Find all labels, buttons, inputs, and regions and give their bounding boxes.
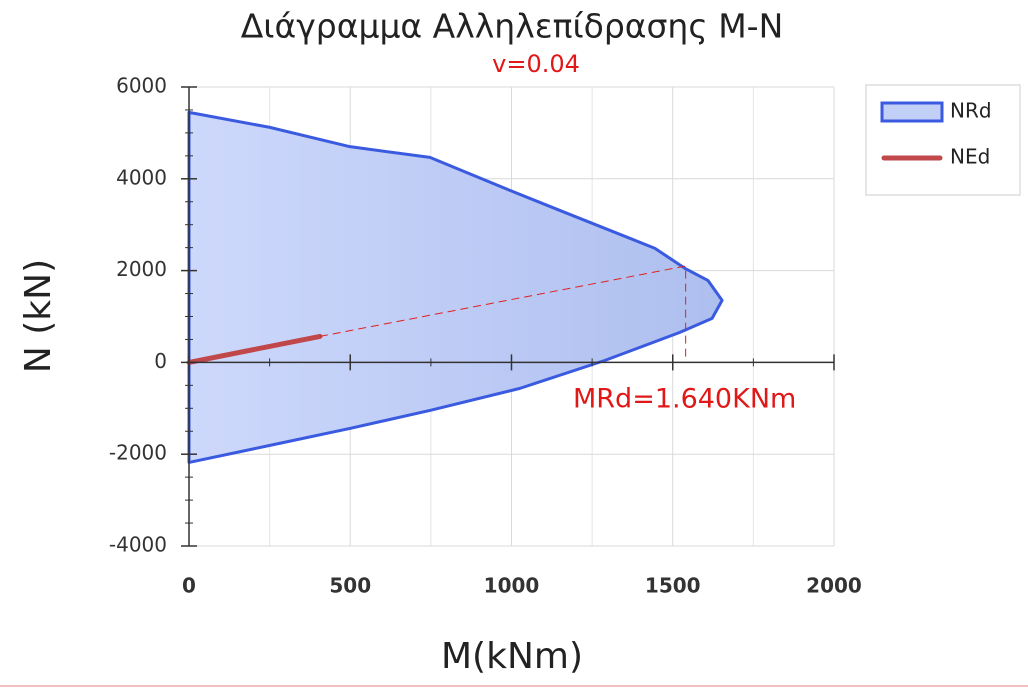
y-tick-label: 6000: [116, 74, 167, 98]
x-tick-label: 2000: [806, 574, 862, 598]
y-tick-label: -4000: [109, 533, 167, 557]
legend-swatch: [880, 101, 944, 123]
y-tick-label: 0: [154, 349, 167, 373]
y-tick-label: 2000: [116, 257, 167, 281]
legend-label: NRd: [950, 99, 992, 123]
legend-label: NEd: [950, 145, 990, 169]
x-axis-label: M(kNm): [441, 636, 583, 677]
x-tick-label: 500: [329, 574, 371, 598]
x-tick-label: 1500: [645, 574, 701, 598]
guide-line: [319, 265, 687, 363]
chart-subtitle: v=0.04: [492, 50, 580, 78]
chart-title: Διάγραμμα Αλληλεπίδρασης M-N: [241, 7, 784, 46]
x-tick-label: 1000: [484, 574, 540, 598]
area: [187, 110, 724, 464]
annotation: MRd=1.640KNm: [573, 384, 796, 415]
y-axis-label: N (kN): [18, 259, 59, 373]
x-tick-label: 0: [182, 574, 196, 598]
y-tick-label: -2000: [109, 441, 167, 465]
y-tick-label: 4000: [116, 165, 167, 189]
line: [186, 333, 323, 365]
